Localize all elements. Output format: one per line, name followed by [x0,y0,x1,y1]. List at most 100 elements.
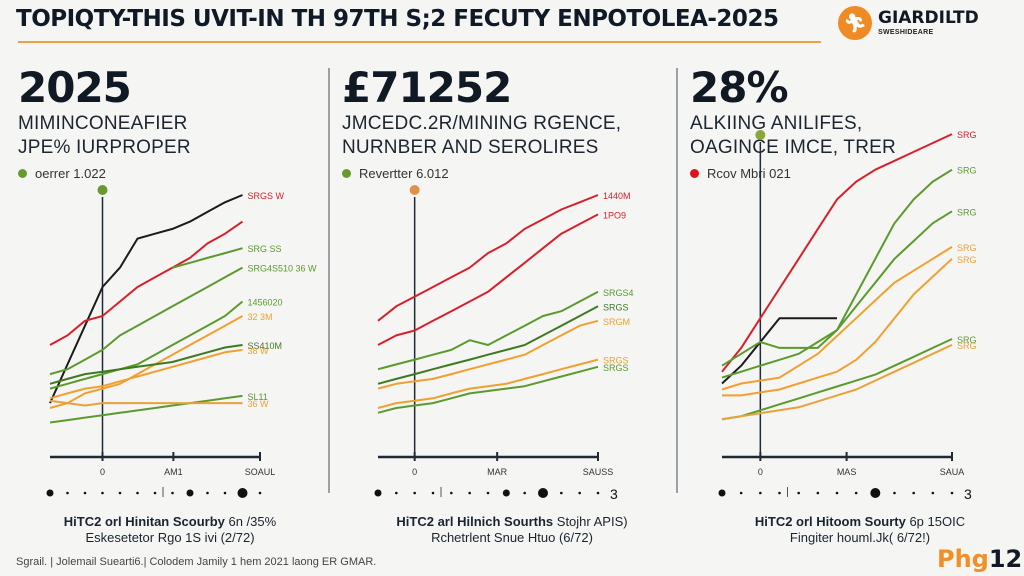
legend-label: oerrer 1.022 [35,166,106,181]
series-line-green-4 [49,394,243,424]
pager-dot [578,491,581,495]
pager-dot [486,491,490,495]
series-line-green-1 [377,290,599,371]
pager-dot [950,491,954,495]
panel-2: £71252 JMCEDC.2R/MINING RGENCE, NURNBER … [342,64,621,181]
series-end-label: SRG [957,335,977,345]
caption-line2: Eskesetetor Rgo 1S ivi (2/72) [85,530,255,545]
panel-subtitle-line2: NURNBER AND SEROLIRES [342,137,599,158]
pager-dot [171,491,174,495]
marker-dot [97,185,108,195]
title-underline [18,41,821,43]
caption-bold: HiTC2 orl Hinitan Scourby [63,514,225,529]
series-line-black [721,317,837,385]
panel-subtitle-line2: JPE% IURPROPER [18,137,191,158]
logo-subtitle: SWESHIDEARE [878,29,934,36]
panel-big-number: £71252 [342,63,512,112]
series-end-label: SRG [957,166,977,176]
series-line-green-3 [721,338,953,421]
caption-line2: Rchetrlent Snue Htuo (6/72) [431,530,593,545]
pager-dot [374,489,382,497]
pager-end-label: 3 [964,486,972,502]
series-line-orange-1 [49,315,243,409]
pager-dot [153,491,157,495]
series-end-label: SRGS4 [603,288,634,298]
series-end-label: SRG SS [248,244,282,254]
panel-subtitle-line2: OAGINCE IMCE, TRER [690,137,896,158]
badge-part2: 12 [988,545,1023,573]
panel-divider [676,68,678,493]
pager-dot [560,491,563,495]
series-end-label: 36 W [248,399,270,409]
pager-dot [759,491,762,495]
pager-dot [870,488,881,498]
page-badge: Phg12 [937,545,1022,573]
series-line-orange-3 [49,399,243,407]
series-line-orange-1 [377,319,599,390]
pager-dot [237,488,248,498]
x-tick-label: AM1 [164,467,183,477]
panel-divider [328,68,330,493]
panel-legend: Revertter 6.012 [342,166,621,181]
brand-logo[interactable]: 🏃︎ GIARDILTD SWESHIDEARE [838,6,979,40]
caption-line2: Fingiter houml.Jk( 6/72!) [789,530,931,545]
marker-dot [755,130,766,140]
legend-label: Revertter 6.012 [359,166,449,181]
pager-dot [854,491,858,495]
series-end-label: SS410M [248,341,283,351]
series-end-label: SRG [957,130,977,140]
caption-rest: 6p 15OIC [905,514,966,529]
pager-dot [931,491,935,495]
series-end-label: 1456020 [248,297,283,307]
panel-caption-3: HiTC2 orl Hitoom Sourty 6p 15OIC Fingite… [720,514,1000,546]
series-line-green-2 [721,210,953,379]
pager-dot [223,491,227,495]
series-line-black [49,194,243,404]
pager-end-label: 3 [610,486,618,502]
series-end-label: 1PO9 [603,210,626,220]
series-line-green-2 [49,266,243,376]
page-title: TOPIQTY-THIS UVIT-IN TH 97TH S;2 FECUTY … [16,6,779,32]
series-line-orange-1 [721,246,953,391]
x-tick-label: 0 [758,467,763,477]
series-end-label: SRG4S510 36 W [248,264,318,274]
line-chart-1: SRGS W SRG SS SRG4S510 36 W 1456020 32 3M SS4… [46,185,318,498]
panel-big-number: 28% [690,63,789,112]
series-line-dark-green [49,344,243,385]
caption-rest: 6n /35% [224,514,277,529]
pager-dot [450,491,453,495]
badge-part1: Phg [937,545,989,573]
x-tick-label: SAUSS [583,467,614,477]
series-end-label: SRG [957,207,977,217]
series-end-label: SRGS [603,302,629,312]
series-end-label: SRGS [603,356,629,366]
caption-bold: HiTC2 arl Hilnich Sourths [396,514,554,529]
pager-dot [118,491,122,495]
pager-dot [66,491,69,495]
panel-legend: oerrer 1.022 [18,166,191,181]
series-line-orange-3 [721,343,953,421]
series-end-label: SL11 [248,392,268,402]
series-end-label: SRGS W [248,191,285,201]
panel-big-number: 2025 [18,63,132,112]
legend-dot [342,169,351,178]
pager-dot [46,489,54,497]
panel-subtitle-line1: JMCEDC.2R/MINING RGENCE, [342,113,622,134]
series-line-orange-2 [49,348,243,400]
legend-dot [18,169,27,178]
caption-bold: HiTC2 orl Hitoom Sourty [754,514,906,529]
logo-name: GIARDILTD [878,8,979,28]
legend-dot [690,169,699,178]
pager-dot [431,491,435,495]
pager-dot [136,491,139,495]
pager-dot [778,491,781,495]
series-line-red [49,220,244,346]
pager-dot [835,491,839,495]
pager-dot [816,491,820,495]
series-line-green-1 [172,247,243,269]
pager-dot [468,491,471,495]
x-tick-label: SOAUL [245,467,276,477]
x-tick-label: MAR [487,467,508,477]
